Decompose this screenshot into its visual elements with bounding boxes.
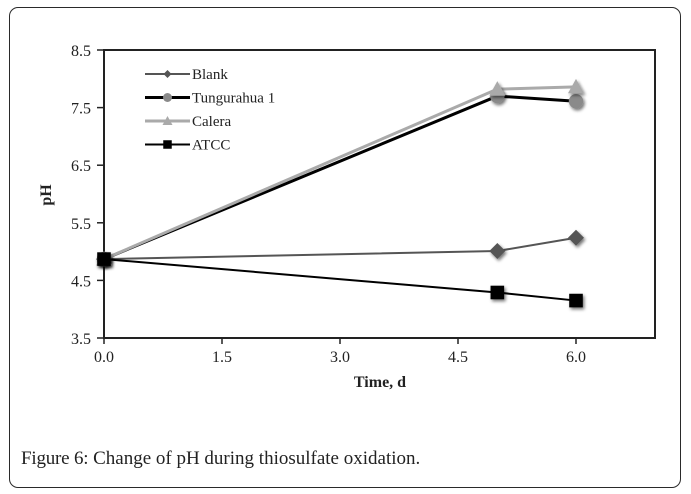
legend-label: Calera [192, 114, 231, 130]
data-point [490, 285, 505, 300]
legend-marker [162, 116, 173, 125]
y-tick-label: 7.5 [71, 101, 91, 118]
data-point [568, 78, 584, 94]
data-point [489, 81, 506, 96]
legend-marker [163, 70, 172, 78]
x-axis-title: Time, d [354, 374, 406, 391]
data-point [568, 94, 584, 109]
series-calera [96, 78, 584, 266]
legend-label: Tungurahua 1 [192, 91, 275, 107]
caption-text: Change of pH during thiosulfate oxidatio… [88, 448, 421, 469]
legend-label: ATCC [192, 138, 230, 154]
x-tick-label: 6.0 [566, 349, 586, 366]
series-tungurahua-1 [96, 88, 584, 267]
y-tick-label: 3.5 [71, 331, 91, 348]
x-tick-label: 1.5 [212, 349, 232, 366]
series-line [103, 258, 577, 302]
series-line [103, 85, 577, 261]
figure-frame [9, 7, 681, 488]
data-point [568, 229, 584, 246]
caption-label: Figure 6: [21, 448, 89, 469]
data-point [97, 252, 111, 266]
axes: 3.5 4.5 5.5 6.5 7.5 8.5 0.0 1.5 3.0 4.5 6.0 [71, 43, 656, 366]
y-tick-label: 8.5 [71, 43, 91, 60]
series-layer [96, 78, 584, 308]
plot-area-border [103, 49, 656, 339]
series-blank [96, 229, 584, 268]
data-point [489, 243, 506, 260]
legend-marker [163, 140, 172, 149]
x-tick-label: 3.0 [330, 349, 350, 366]
x-tick-label: 0.0 [94, 349, 114, 366]
legend-item: ATCC [145, 138, 230, 154]
y-tick-label: 6.5 [71, 158, 91, 175]
legend-item: Blank [145, 67, 228, 83]
x-tick-label: 4.5 [448, 349, 468, 366]
data-point [569, 293, 583, 308]
series-atcc [97, 252, 583, 308]
legend-label: Blank [192, 67, 228, 83]
ph-line-chart: 3.5 4.5 5.5 6.5 7.5 8.5 0.0 1.5 3.0 4.5 6.0 Blank T… [38, 43, 656, 391]
y-tick-label: 4.5 [71, 273, 91, 290]
legend-item: Tungurahua 1 [145, 91, 275, 107]
series-line [103, 236, 577, 261]
legend: Blank Tungurahua 1 Calera ATCC [145, 67, 275, 154]
legend-marker [163, 93, 172, 102]
legend-item: Calera [145, 114, 231, 130]
y-tick-label: 5.5 [71, 216, 91, 233]
y-axis-title: pH [38, 184, 55, 206]
figure-caption: Figure 6: Change of pH during thiosulfat… [21, 448, 420, 470]
